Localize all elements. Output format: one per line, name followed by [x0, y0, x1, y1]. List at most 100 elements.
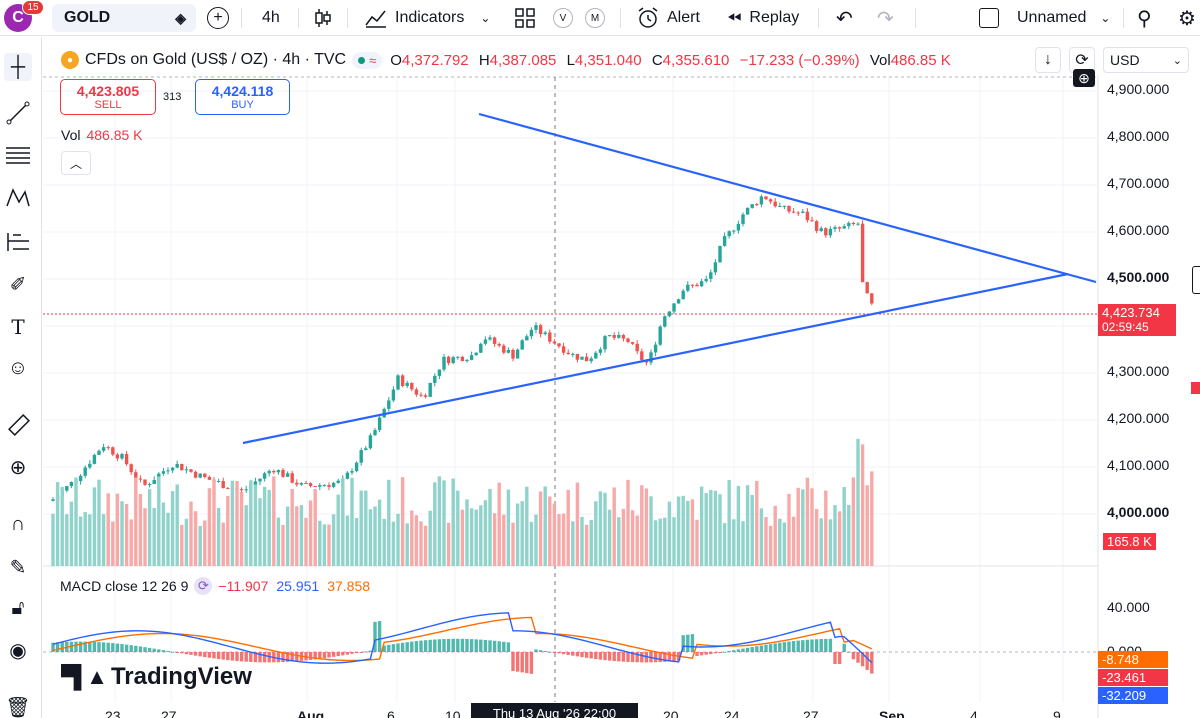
volume-bar — [419, 521, 423, 566]
macd-histogram-bar — [198, 652, 202, 657]
volume-bar — [782, 522, 787, 566]
plus-circle-icon: + — [207, 7, 229, 29]
candle-body — [488, 337, 492, 340]
collapse-legend-button[interactable]: ↓ — [1035, 47, 1061, 73]
macd-histogram-bar — [124, 644, 129, 652]
icon-tool[interactable]: ☺ — [4, 354, 32, 382]
sell-button[interactable]: 4,423.805 SELL — [60, 79, 156, 115]
volume-bar — [161, 502, 166, 566]
volume-bar — [97, 479, 101, 566]
interval-button[interactable]: 4h — [262, 9, 280, 26]
settings-button[interactable]: ⚙ — [1178, 6, 1196, 30]
macd-histogram-bar — [212, 652, 216, 659]
volume-bar — [290, 489, 294, 566]
price-tick-label: 4,100.000 — [1107, 457, 1170, 473]
currency-select[interactable]: USD ⌄ — [1103, 47, 1189, 73]
candle-body — [538, 325, 543, 335]
remove-tool[interactable]: 🗑︎ — [4, 693, 32, 718]
candle-body — [814, 221, 819, 232]
measure-tool[interactable] — [4, 411, 32, 439]
trash-icon: 🗑︎ — [5, 696, 31, 718]
macd-histogram-bar — [410, 641, 414, 652]
macd-histogram-bar — [538, 650, 543, 652]
layout-menu-button[interactable]: Unnamed ⌄ — [979, 6, 1110, 30]
volume-bar — [727, 480, 731, 566]
candle-body — [704, 278, 708, 282]
brush-tool[interactable]: ✐ — [4, 270, 32, 298]
chart-type-button[interactable] — [314, 6, 332, 30]
candle-body — [778, 205, 782, 207]
compare-button[interactable]: + — [207, 6, 229, 30]
replay-button[interactable]: ⏪︎ Replay — [727, 6, 799, 30]
candle-body — [97, 450, 101, 455]
macd-histogram-bar — [285, 652, 290, 662]
volume-bar — [382, 518, 386, 566]
candle-body — [824, 228, 828, 236]
macd-histogram-bar — [101, 642, 106, 652]
macd-histogram-bar — [658, 652, 662, 663]
quick-search-button[interactable]: ⚲ — [1137, 6, 1152, 30]
toolbar-divider — [241, 8, 242, 28]
scale-handle[interactable] — [1192, 266, 1200, 294]
volume-bar — [129, 519, 133, 566]
hide-tool[interactable]: ◉ — [4, 636, 32, 664]
macd-histogram-bar — [653, 652, 658, 663]
candle-body — [396, 375, 400, 390]
trendline-tool[interactable] — [4, 99, 32, 127]
candle-body — [226, 488, 230, 490]
candle-body — [828, 228, 833, 236]
last-price-tag: 4,423.734 02:59:45 — [1098, 304, 1176, 336]
price-tick-label: 4,800.000 — [1107, 128, 1170, 144]
lock-tool[interactable]: 🔓︎ — [4, 594, 32, 622]
refresh-icon[interactable]: ⟳ — [194, 577, 213, 595]
pattern-tool[interactable] — [4, 184, 32, 212]
layouts-grid-button[interactable] — [515, 6, 535, 30]
volume-bar — [768, 525, 773, 566]
volume-bar — [157, 476, 161, 566]
zoom-tool[interactable]: ⊕ — [4, 453, 32, 481]
lock-drawings-tool[interactable]: ✎ — [4, 553, 32, 581]
crosshair-tool[interactable]: ┼ — [4, 53, 32, 81]
text-tool[interactable]: T — [4, 313, 32, 341]
redo-button[interactable]: ↷ — [877, 6, 894, 30]
alert-button[interactable]: Alert — [637, 6, 700, 30]
chart-area[interactable]: ● CFDs on Gold (US$ / OZ) · 4h · TVC ≈ O… — [43, 37, 1200, 718]
volume-bar — [833, 505, 837, 566]
macd-histogram-bar — [295, 652, 299, 662]
volume-bar — [336, 494, 340, 566]
indicators-button[interactable]: Indicators ⌄ — [365, 6, 490, 30]
volume-bar — [667, 501, 672, 566]
fib-tool[interactable] — [4, 141, 32, 169]
macd-histogram-bar — [718, 652, 722, 653]
macd-histogram-bar — [722, 651, 727, 653]
magnet-tool[interactable]: ∩ — [4, 510, 32, 538]
volume-bar — [488, 489, 492, 566]
collapse-indicators-button[interactable]: ︿ — [61, 151, 91, 175]
v-button[interactable]: V — [553, 6, 573, 30]
macd-histogram-bar — [745, 647, 750, 652]
undo-button[interactable]: ↶ — [836, 6, 853, 30]
add-price-button[interactable]: ⊕ — [1073, 69, 1095, 87]
volume-bar — [709, 489, 713, 566]
m-button[interactable]: M — [585, 6, 605, 30]
volume-bar — [718, 494, 722, 566]
last-price-value: 4,423.734 — [1102, 305, 1160, 320]
prediction-tool[interactable] — [4, 227, 32, 255]
candle-body — [773, 201, 777, 207]
macd-histogram-bar — [732, 650, 736, 652]
high-value: 4,387.085 — [489, 51, 557, 69]
macd-histogram-bar — [847, 651, 851, 653]
candlestick-icon — [315, 9, 331, 27]
price-chart-canvas[interactable] — [43, 37, 1200, 718]
candle-body — [400, 375, 405, 386]
market-status-pill[interactable]: ≈ — [352, 51, 383, 69]
volume-bar — [529, 521, 534, 566]
candle-body — [695, 284, 699, 287]
buy-button[interactable]: 4,424.118 BUY — [195, 79, 290, 115]
candle-body — [419, 394, 423, 396]
volume-bar — [428, 510, 432, 566]
candle-body — [111, 447, 115, 455]
symbol-search-button[interactable]: GOLD ◈ — [52, 4, 196, 32]
candle-body — [106, 447, 110, 449]
